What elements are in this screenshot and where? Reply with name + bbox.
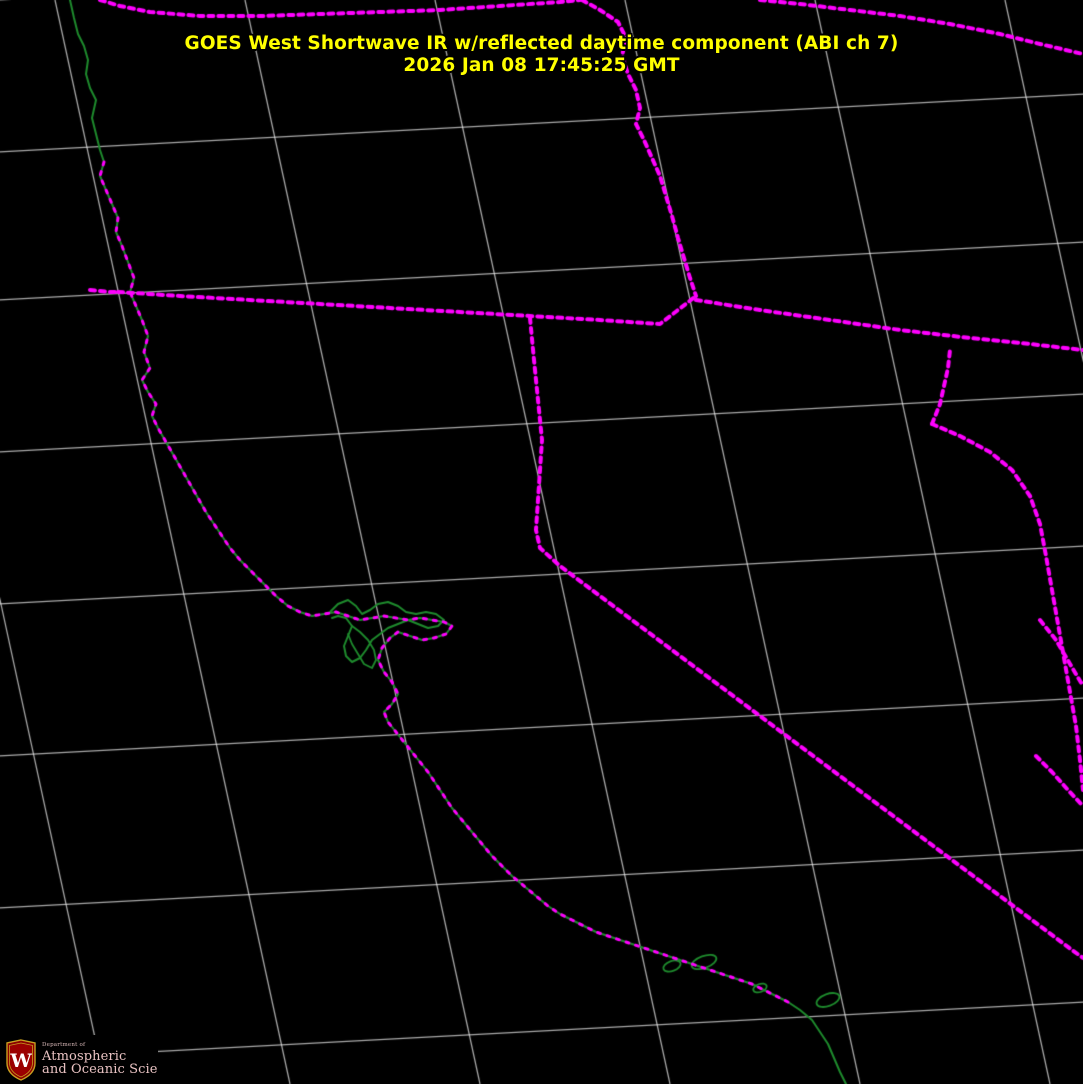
logo-line1: Atmospheric	[42, 1049, 127, 1065]
uw-crest-icon: W	[4, 1038, 38, 1081]
svg-text:W: W	[9, 1050, 32, 1072]
colorbar-region: 180200220240260280300320	[0, 1000, 1083, 1084]
logo-line2: and Oceanic Sciences	[42, 1062, 158, 1078]
logo-department-label: Department of	[42, 1042, 86, 1049]
uw-aos-logo: W Department of Atmospheric and Oceanic …	[0, 1035, 158, 1084]
